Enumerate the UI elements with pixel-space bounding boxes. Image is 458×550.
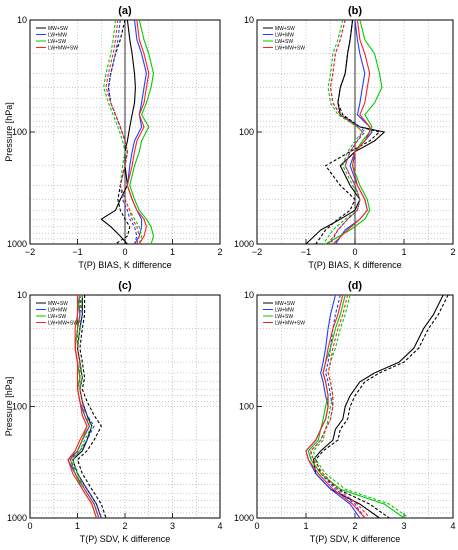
- series-line-lw-sw: [325, 19, 383, 245]
- series-line-lw-mw-sw: [305, 294, 366, 519]
- legend-label: LW+SW: [275, 314, 293, 320]
- legend-label: LW+SW: [48, 314, 66, 320]
- y-tick-label: 10: [17, 15, 27, 25]
- y-tick-label: 1000: [234, 239, 254, 249]
- legend-label: LW+MW: [48, 308, 67, 314]
- x-tick-label: 0: [122, 247, 127, 257]
- series-line-lw-mw-sw-dashed: [105, 19, 140, 245]
- series-line-lw-mw-sw-dashed: [327, 19, 363, 245]
- x-tick-label: 0: [352, 247, 357, 257]
- x-tick-label: 3: [170, 521, 175, 531]
- legend-label: LW+MW: [275, 308, 294, 314]
- series-line-lw-mw-sw: [67, 295, 98, 519]
- x-tick-label: 4: [217, 521, 222, 531]
- series-line-lw-mw-sw: [332, 19, 371, 245]
- series-line-mw-sw-dashed: [315, 19, 381, 245]
- panel-title: (d): [348, 280, 362, 292]
- y-axis-label: Pressure [hPa]: [4, 377, 14, 437]
- series-line-lw-sw-dashed: [103, 19, 143, 245]
- panel-title: (b): [348, 5, 362, 17]
- legend-label: LW+MW+SW: [48, 46, 78, 52]
- y-tick-label: 1000: [234, 513, 254, 523]
- y-tick-label: 10: [244, 15, 254, 25]
- y-tick-label: 1000: [7, 239, 27, 249]
- legend-label: MW+SW: [275, 26, 295, 32]
- x-tick-label: 0: [27, 521, 32, 531]
- y-tick-label: 100: [12, 127, 27, 137]
- x-axis-label: T(P) SDV, K difference: [80, 534, 171, 544]
- series-line-lw-sw: [307, 294, 405, 519]
- x-tick-label: −2: [25, 247, 35, 257]
- x-tick-label: 3: [401, 521, 406, 531]
- legend-label: LW+SW: [48, 39, 66, 45]
- series-line-mw-sw-dashed: [76, 295, 107, 519]
- legend-label: LW+MW: [48, 33, 67, 39]
- x-tick-label: 1: [75, 521, 80, 531]
- panel-title: (c): [118, 280, 132, 292]
- series-line-lw-sw-dashed: [72, 294, 100, 519]
- x-tick-label: −1: [72, 247, 82, 257]
- x-tick-label: 1: [170, 247, 175, 257]
- series-line-lw-sw: [129, 19, 155, 245]
- legend-label: LW+MW+SW: [275, 46, 305, 52]
- legend-label: MW+SW: [48, 26, 68, 32]
- series-line-lw-mw-sw-dashed: [69, 295, 100, 519]
- panel-title: (a): [118, 5, 132, 17]
- series-line-lw-mw-sw-dashed: [310, 294, 371, 519]
- y-tick-label: 100: [239, 127, 254, 137]
- x-axis-label: T(P) SDV, K difference: [310, 534, 401, 544]
- y-axis-label: Pressure [hPa]: [4, 102, 14, 162]
- x-tick-label: 2: [352, 521, 357, 531]
- y-tick-label: 10: [17, 290, 27, 300]
- legend-label: LW+MW+SW: [275, 321, 305, 327]
- x-tick-label: 2: [122, 521, 127, 531]
- legend-label: LW+SW: [275, 39, 293, 45]
- y-tick-label: 10: [244, 290, 254, 300]
- y-tick-label: 100: [239, 402, 254, 412]
- x-tick-label: 2: [450, 247, 455, 257]
- legend-label: MW+SW: [275, 301, 295, 307]
- x-axis-label: T(P) BIAS, K difference: [78, 260, 171, 270]
- x-tick-label: 4: [450, 521, 455, 531]
- x-axis-label: T(P) BIAS, K difference: [308, 260, 401, 270]
- y-tick-label: 100: [12, 402, 27, 412]
- legend-label: MW+SW: [48, 301, 68, 307]
- x-tick-label: −1: [301, 247, 311, 257]
- series-line-lw-mw: [126, 19, 147, 245]
- x-tick-label: −2: [252, 247, 262, 257]
- legend-label: LW+MW: [275, 33, 294, 39]
- x-tick-label: 1: [303, 521, 308, 531]
- series-line-lw-mw-sw: [126, 19, 150, 245]
- series-line-lw-sw-dashed: [322, 19, 363, 245]
- series-line-lw-sw-dashed: [312, 294, 410, 519]
- x-tick-label: 0: [254, 521, 259, 531]
- series-line-mw-sw-dashed: [315, 294, 449, 519]
- legend-label: LW+MW+SW: [48, 321, 78, 327]
- x-tick-label: 2: [217, 247, 222, 257]
- x-tick-label: 1: [401, 247, 406, 257]
- y-tick-label: 1000: [7, 513, 27, 523]
